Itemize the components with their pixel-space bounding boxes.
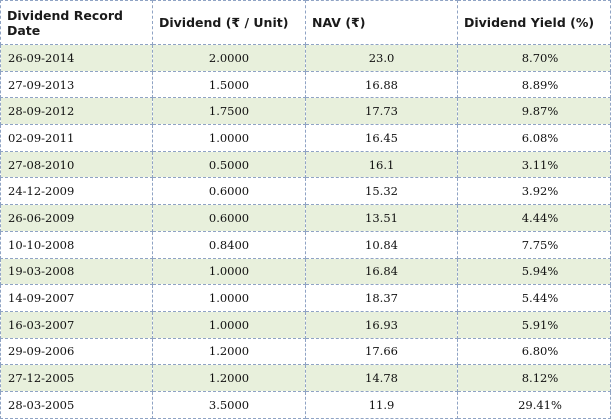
- table-row: 16-03-2007 1.0000 16.93 5.91%: [0, 310, 611, 339]
- cell-dividend-yield: 3.11%: [457, 150, 611, 179]
- cell-dividend: 0.8400: [152, 230, 306, 259]
- cell-nav: 23.0: [305, 44, 458, 72]
- cell-record-date: 24-12-2009: [0, 177, 153, 206]
- table-row: 28-09-2012 1.7500 17.73 9.87%: [0, 97, 611, 126]
- cell-dividend-yield: 5.44%: [457, 284, 611, 312]
- cell-dividend-yield: 5.91%: [457, 310, 611, 339]
- cell-nav: 16.45: [305, 124, 458, 152]
- cell-nav: 16.93: [305, 310, 458, 339]
- cell-dividend: 1.2000: [152, 337, 306, 366]
- header-row: Dividend Record Date Dividend (₹ / Unit)…: [0, 0, 611, 45]
- cell-nav: 11.9: [305, 390, 458, 419]
- cell-nav: 15.32: [305, 177, 458, 206]
- cell-dividend: 1.7500: [152, 97, 306, 126]
- table-row: 26-06-2009 0.6000 13.51 4.44%: [0, 204, 611, 232]
- cell-record-date: 16-03-2007: [0, 310, 153, 339]
- cell-nav: 13.51: [305, 204, 458, 232]
- cell-record-date: 28-03-2005: [0, 390, 153, 419]
- cell-record-date: 14-09-2007: [0, 284, 153, 312]
- cell-dividend-yield: 7.75%: [457, 230, 611, 259]
- cell-nav: 16.88: [305, 70, 458, 99]
- header-record-date: Dividend Record Date: [0, 0, 153, 45]
- table-row: 14-09-2007 1.0000 18.37 5.44%: [0, 284, 611, 312]
- cell-nav: 17.66: [305, 337, 458, 366]
- cell-dividend-yield: 29.41%: [457, 390, 611, 419]
- cell-record-date: 28-09-2012: [0, 97, 153, 126]
- cell-dividend: 1.0000: [152, 284, 306, 312]
- cell-record-date: 19-03-2008: [0, 257, 153, 286]
- cell-dividend: 0.5000: [152, 150, 306, 179]
- cell-record-date: 27-09-2013: [0, 70, 153, 99]
- table-row: 28-03-2005 3.5000 11.9 29.41%: [0, 390, 611, 419]
- table-row: 19-03-2008 1.0000 16.84 5.94%: [0, 257, 611, 286]
- cell-dividend: 1.0000: [152, 257, 306, 286]
- cell-dividend: 1.2000: [152, 364, 306, 392]
- cell-dividend: 0.6000: [152, 204, 306, 232]
- cell-dividend: 2.0000: [152, 44, 306, 72]
- header-dividend: Dividend (₹ / Unit): [152, 0, 306, 45]
- cell-dividend-yield: 6.08%: [457, 124, 611, 152]
- cell-record-date: 26-09-2014: [0, 44, 153, 72]
- table-row: 10-10-2008 0.8400 10.84 7.75%: [0, 230, 611, 259]
- table-body: 26-09-2014 2.0000 23.0 8.70% 27-09-2013 1.500…: [0, 44, 611, 419]
- cell-dividend: 3.5000: [152, 390, 306, 419]
- cell-dividend-yield: 5.94%: [457, 257, 611, 286]
- cell-dividend: 1.5000: [152, 70, 306, 99]
- cell-dividend-yield: 6.80%: [457, 337, 611, 366]
- cell-record-date: 10-10-2008: [0, 230, 153, 259]
- header-nav: NAV (₹): [305, 0, 458, 45]
- cell-record-date: 27-08-2010: [0, 150, 153, 179]
- cell-record-date: 29-09-2006: [0, 337, 153, 366]
- cell-record-date: 02-09-2011: [0, 124, 153, 152]
- cell-dividend-yield: 8.89%: [457, 70, 611, 99]
- cell-dividend: 1.0000: [152, 124, 306, 152]
- table-row: 24-12-2009 0.6000 15.32 3.92%: [0, 177, 611, 206]
- cell-dividend-yield: 8.70%: [457, 44, 611, 72]
- table-row: 26-09-2014 2.0000 23.0 8.70%: [0, 44, 611, 72]
- cell-dividend-yield: 9.87%: [457, 97, 611, 126]
- cell-dividend-yield: 4.44%: [457, 204, 611, 232]
- table-row: 02-09-2011 1.0000 16.45 6.08%: [0, 124, 611, 152]
- cell-nav: 16.84: [305, 257, 458, 286]
- cell-nav: 17.73: [305, 97, 458, 126]
- cell-dividend: 0.6000: [152, 177, 306, 206]
- cell-nav: 10.84: [305, 230, 458, 259]
- cell-record-date: 27-12-2005: [0, 364, 153, 392]
- header-dividend-yield: Dividend Yield (%): [457, 0, 611, 45]
- cell-dividend-yield: 3.92%: [457, 177, 611, 206]
- cell-nav: 14.78: [305, 364, 458, 392]
- cell-nav: 16.1: [305, 150, 458, 179]
- table-row: 27-12-2005 1.2000 14.78 8.12%: [0, 364, 611, 392]
- cell-nav: 18.37: [305, 284, 458, 312]
- table-header: Dividend Record Date Dividend (₹ / Unit)…: [0, 0, 611, 45]
- table-row: 27-08-2010 0.5000 16.1 3.11%: [0, 150, 611, 179]
- cell-dividend: 1.0000: [152, 310, 306, 339]
- cell-record-date: 26-06-2009: [0, 204, 153, 232]
- table-row: 27-09-2013 1.5000 16.88 8.89%: [0, 70, 611, 99]
- table-row: 29-09-2006 1.2000 17.66 6.80%: [0, 337, 611, 366]
- cell-dividend-yield: 8.12%: [457, 364, 611, 392]
